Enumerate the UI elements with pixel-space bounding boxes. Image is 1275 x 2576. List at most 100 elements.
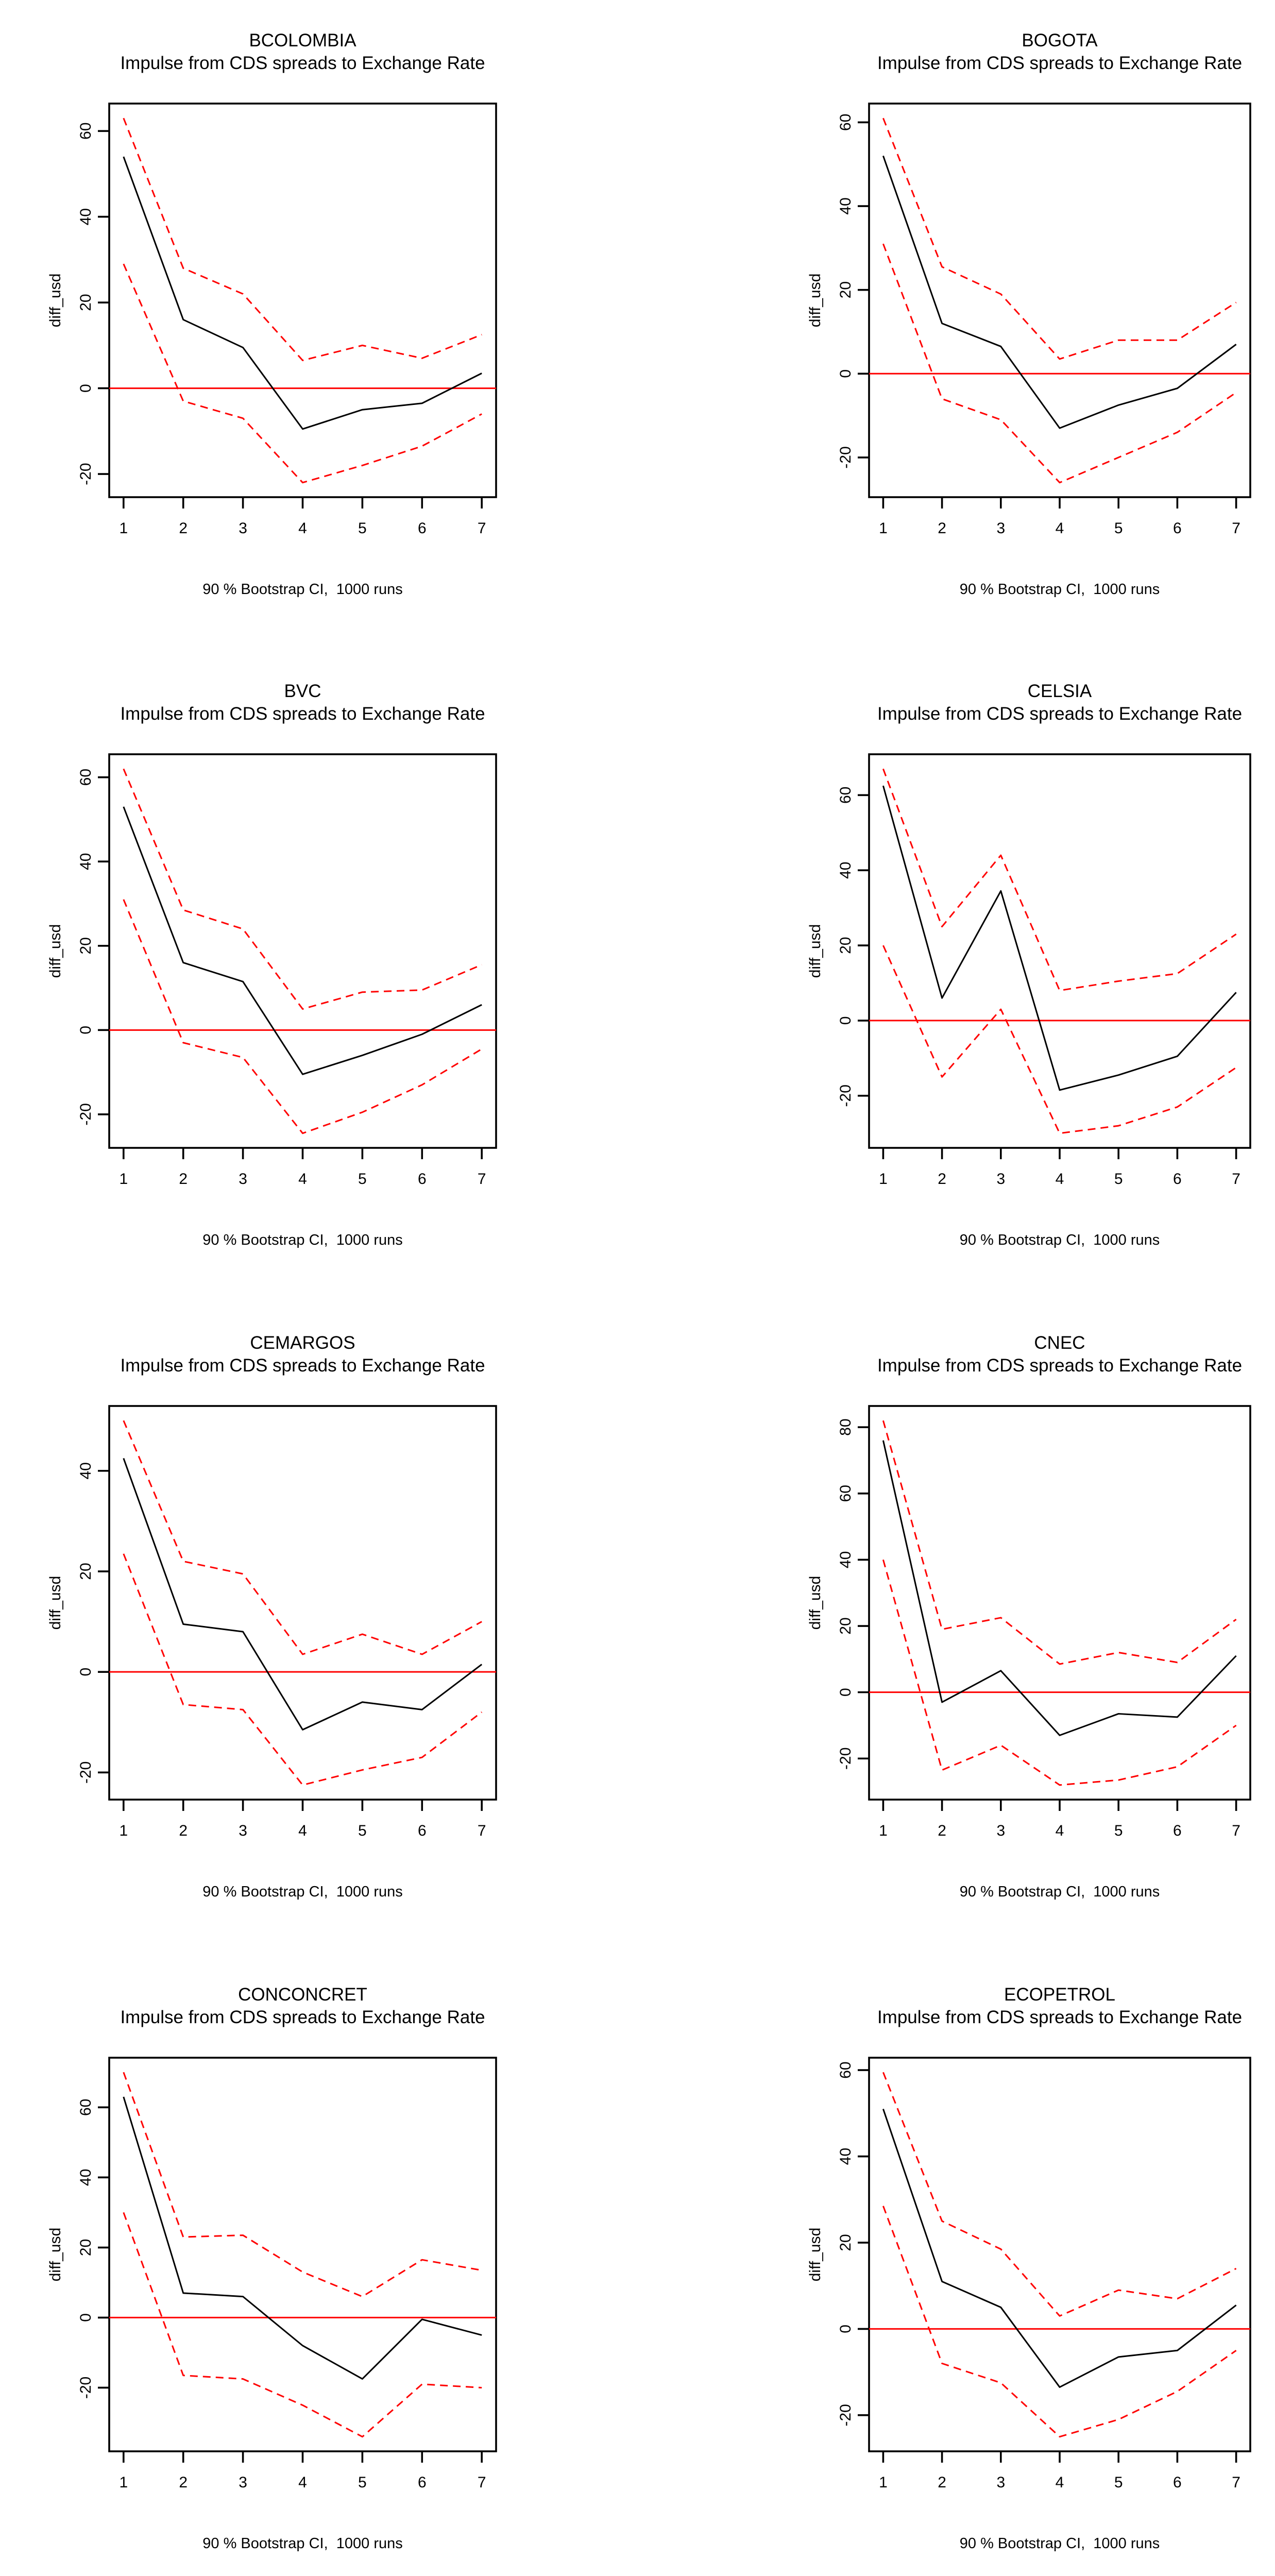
- y-tick-label: -20: [837, 1084, 854, 1107]
- x-tick-label: 7: [1232, 1171, 1240, 1188]
- y-tick-label: 20: [77, 294, 94, 311]
- irf-panel-conconcret: CONCONCRET Impulse from CDS spreads to E…: [0, 1954, 637, 2576]
- plot-area: 1 2 3 4 5 6 7 -20 0 20 40 60 80: [837, 1405, 1251, 1839]
- x-tick-label: 6: [1173, 1822, 1182, 1839]
- x-tick-label: 6: [1173, 2474, 1182, 2491]
- lower_ci_90-line: [123, 2212, 482, 2438]
- x-tick-label: 2: [938, 520, 946, 537]
- y-tick-label: -20: [77, 1761, 94, 1784]
- x-tick-label: 6: [418, 2474, 427, 2491]
- x-tick-label: 6: [1173, 520, 1182, 537]
- plot-area: 1 2 3 4 5 6 7 -20 0 20 40 60: [837, 753, 1251, 1188]
- y-tick-label: 60: [837, 2061, 854, 2078]
- x-tick-label: 2: [179, 1822, 188, 1839]
- x-tick-label: 5: [1114, 2474, 1123, 2491]
- irf-panel-cemargos: CEMARGOS Impulse from CDS spreads to Exc…: [0, 1302, 637, 1946]
- panel-title: CEMARGOS: [250, 1333, 355, 1353]
- y-tick-label: -20: [77, 1103, 94, 1125]
- y-tick-label: 20: [837, 2234, 854, 2251]
- x-tick-label: 5: [358, 2474, 367, 2491]
- panel-title: CONCONCRET: [238, 1985, 367, 2005]
- y-tick-label: 60: [837, 114, 854, 131]
- y-tick-label: 60: [77, 123, 94, 140]
- lower_ci_90-line: [882, 945, 1237, 1134]
- irf-panel-celsia: CELSIA Impulse from CDS spreads to Excha…: [637, 651, 1275, 1294]
- y-tick-label: 20: [837, 1617, 854, 1634]
- y-tick-label: 20: [77, 1563, 94, 1580]
- irf-line: [123, 156, 482, 430]
- irf-line: [123, 806, 482, 1075]
- y-tick-label: 0: [837, 1688, 854, 1697]
- x-tick-label: 7: [478, 1171, 486, 1188]
- panel-subtitle: Impulse from CDS spreads to Exchange Rat…: [877, 704, 1242, 724]
- panel-title: BVC: [284, 681, 321, 701]
- x-tick-label: 4: [1056, 1171, 1064, 1188]
- plot-area: 1 2 3 4 5 6 7 -20 0 20 40 60: [77, 2057, 497, 2491]
- panel-subtitle: Impulse from CDS spreads to Exchange Rat…: [120, 1355, 485, 1376]
- irf-line: [123, 1458, 483, 1731]
- bootstrap-caption: 90 % Bootstrap CI, 1000 runs: [960, 581, 1160, 598]
- y-tick-label: 40: [837, 1551, 854, 1568]
- panel-title: BOGOTA: [1022, 30, 1098, 50]
- x-tick-label: 4: [298, 1171, 307, 1188]
- x-tick-label: 2: [179, 520, 188, 537]
- y-axis-label: diff_usd: [807, 924, 824, 978]
- y-axis-label: diff_usd: [807, 2228, 824, 2282]
- x-tick-label: 5: [358, 1171, 367, 1188]
- lower_ci_90-line: [882, 243, 1237, 484]
- y-axis-label: diff_usd: [47, 924, 64, 978]
- y-tick-label: 0: [837, 2325, 854, 2333]
- x-tick-label: 3: [239, 1171, 247, 1188]
- irf-line: [882, 1440, 1237, 1736]
- panel-title: ECOPETROL: [1004, 1985, 1115, 2005]
- irf-panel-bogota: BOGOTA Impulse from CDS spreads to Excha…: [637, 0, 1275, 643]
- x-tick-label: 4: [298, 2474, 307, 2491]
- y-tick-label: 0: [837, 1016, 854, 1025]
- x-tick-label: 7: [1232, 520, 1240, 537]
- upper_ci_90-line: [882, 1420, 1237, 1665]
- x-tick-label: 2: [179, 1171, 188, 1188]
- x-tick-label: 6: [418, 520, 427, 537]
- x-tick-label: 1: [879, 2474, 888, 2491]
- x-tick-label: 1: [879, 1822, 888, 1839]
- x-tick-label: 1: [119, 1822, 128, 1839]
- upper_ci_90-line: [123, 1420, 482, 1655]
- y-tick-label: 0: [77, 384, 94, 393]
- x-tick-label: 6: [418, 1822, 427, 1839]
- lower_ci_90-line: [123, 1553, 483, 1786]
- bootstrap-caption: 90 % Bootstrap CI, 1000 runs: [202, 581, 403, 598]
- upper_ci_90-line: [123, 2072, 482, 2298]
- lower_ci_90-line: [882, 1559, 1237, 1786]
- y-tick-label: 60: [837, 1485, 854, 1502]
- y-axis-label: diff_usd: [807, 274, 824, 328]
- x-tick-label: 4: [298, 1822, 307, 1839]
- y-tick-label: 20: [77, 937, 94, 954]
- y-tick-label: 0: [837, 369, 854, 378]
- upper_ci_90-line: [882, 2072, 1237, 2317]
- y-tick-label: -20: [837, 1748, 854, 1770]
- y-tick-label: -20: [77, 2377, 94, 2399]
- panel-subtitle: Impulse from CDS spreads to Exchange Rat…: [877, 53, 1242, 73]
- y-tick-label: 40: [837, 197, 854, 214]
- bootstrap-caption: 90 % Bootstrap CI, 1000 runs: [960, 1232, 1160, 1248]
- x-tick-label: 5: [1114, 1822, 1123, 1839]
- x-tick-label: 2: [938, 1822, 946, 1839]
- y-tick-label: 20: [837, 937, 854, 954]
- irf-panel-cnec: CNEC Impulse from CDS spreads to Exchang…: [637, 1302, 1275, 1946]
- panel-subtitle: Impulse from CDS spreads to Exchange Rat…: [120, 2007, 485, 2027]
- y-tick-label: 40: [837, 2148, 854, 2165]
- irf-panel-bcolombia: BCOLOMBIA Impulse from CDS spreads to Ex…: [0, 0, 637, 643]
- irf-line: [882, 155, 1237, 429]
- x-tick-label: 3: [996, 520, 1005, 537]
- y-axis-label: diff_usd: [47, 2228, 64, 2282]
- bootstrap-caption: 90 % Bootstrap CI, 1000 runs: [960, 1884, 1160, 1900]
- panel-subtitle: Impulse from CDS spreads to Exchange Rat…: [877, 2007, 1242, 2027]
- y-tick-label: 40: [837, 862, 854, 879]
- plot-area: 1 2 3 4 5 6 7 -20 0 20 40 60: [837, 103, 1251, 537]
- upper_ci_90-line: [882, 117, 1237, 360]
- x-tick-label: 3: [996, 2474, 1005, 2491]
- bootstrap-caption: 90 % Bootstrap CI, 1000 runs: [960, 2535, 1160, 2552]
- y-tick-label: 40: [77, 1462, 94, 1479]
- y-tick-label: 60: [77, 2099, 94, 2116]
